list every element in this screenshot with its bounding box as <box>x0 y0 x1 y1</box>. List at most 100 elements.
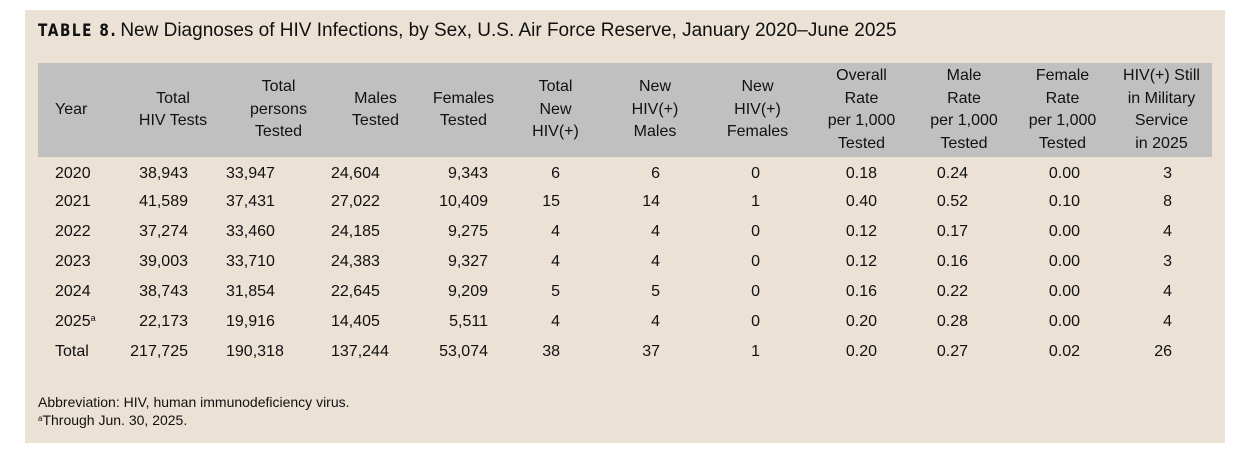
table-cell: 8 <box>1163 193 1172 210</box>
column-header-line: Year <box>55 100 88 118</box>
table-cell: 0.00 <box>1048 283 1080 300</box>
hiv-diagnoses-table: Year Total HIV Tests Total persons Tested Male… <box>38 63 1212 367</box>
table-cell: 1 <box>751 343 760 360</box>
table-cell: 0.17 <box>936 223 968 240</box>
table-cell: 0.12 <box>845 223 877 240</box>
table-cell: 22,645 <box>331 283 380 300</box>
table-cell: 1 <box>751 193 760 210</box>
column-header: Year <box>38 63 120 157</box>
column-header-line: Total <box>538 78 573 96</box>
table-cell: 0.24 <box>936 165 968 182</box>
table-cell: 24,383 <box>331 253 380 270</box>
table-cell: 4 <box>1163 223 1172 240</box>
column-header-line: Tested <box>351 112 400 129</box>
table-cell: 19,916 <box>226 313 275 330</box>
footnote-a: aThrough Jun. 30, 2025. <box>38 412 187 428</box>
year-text: 2022 <box>55 223 91 240</box>
column-header-line: Total <box>261 78 296 96</box>
column-header-line: Rate <box>1045 89 1080 107</box>
table-cell: 33,947 <box>226 165 275 182</box>
table-cell: 4 <box>1163 283 1172 300</box>
column-header-line: Males <box>633 123 677 141</box>
footnote-text: Through Jun. 30, 2025. <box>42 412 188 428</box>
column-header-line: Overall <box>836 67 887 84</box>
column-header-line: per 1,000 <box>1028 112 1097 129</box>
table-cell: 4 <box>651 223 660 240</box>
table-title-text: New Diagnoses of HIV Infections, by Sex,… <box>120 20 897 41</box>
year-text: 2021 <box>55 193 91 210</box>
table-cell: 5 <box>651 283 660 300</box>
table-cell: 0.00 <box>1048 313 1080 330</box>
column-header-line: New <box>741 78 774 96</box>
table-cell: 26 <box>1154 343 1172 360</box>
table-cell: 27,022 <box>331 193 380 210</box>
column-header-line: Tested <box>837 134 886 152</box>
header-row: Year Total HIV Tests Total persons Tested Male… <box>38 63 1212 157</box>
column-header: Males Tested <box>331 63 420 157</box>
column-header-line: per 1,000 <box>930 112 998 129</box>
table-cell: 217,725 <box>130 343 188 360</box>
table-cell: 15 <box>542 193 560 210</box>
table-title: TABLE 8. New Diagnoses of HIV Infections… <box>38 20 897 42</box>
year-text: Total <box>55 343 89 360</box>
table-cell: 53,074 <box>439 343 488 360</box>
table-cell: 0.00 <box>1048 165 1080 182</box>
table-cell: 137,244 <box>331 343 389 360</box>
table-cell: 0 <box>751 253 760 270</box>
year-text: 2023 <box>55 253 91 270</box>
table-row: Total 217,725 190,318 137,244 53,074 38 37 1 0.2… <box>38 337 1212 367</box>
column-header-line: HIV(+) <box>532 123 579 141</box>
column-header-line: Service <box>1134 112 1189 129</box>
table-label: TABLE 8. <box>38 21 118 41</box>
table-cell: 14 <box>642 193 660 210</box>
column-header-line: Male <box>946 67 982 84</box>
table-cell: 4 <box>551 313 560 330</box>
column-header-line: HIV(+) <box>734 100 781 118</box>
table-row: 2021 41,589 37,431 27,022 10,409 15 14 1 0.40 0.5… <box>38 187 1212 217</box>
table-cell: 0 <box>751 313 760 330</box>
year-cell: 2020 <box>38 157 120 187</box>
year-text: 2025 <box>55 313 91 330</box>
column-header-line: Females <box>726 123 789 141</box>
table-cell: 4 <box>551 223 560 240</box>
table-cell: 0.18 <box>845 165 877 182</box>
table-cell: 4 <box>1163 313 1172 330</box>
column-header-line: per 1,000 <box>827 112 896 129</box>
year-cell: 2024 <box>38 277 120 307</box>
table-cell: 37 <box>642 343 660 360</box>
table-cell: 5,511 <box>449 313 488 330</box>
table-cell: 190,318 <box>226 343 284 360</box>
table-cell: 0 <box>751 223 760 240</box>
year-text: 2024 <box>55 283 91 300</box>
table-cell: 0.40 <box>845 193 877 210</box>
table-cell: 38,743 <box>139 283 188 300</box>
table-row: 2023 39,003 33,710 24,383 9,327 4 4 0 0.12 0.16 0.… <box>38 247 1212 277</box>
column-header: Overall Rate per 1,000 Tested <box>809 63 914 157</box>
table-cell: 37,274 <box>139 223 188 240</box>
column-header-line: Rate <box>844 89 879 107</box>
table-row: 2025a 22,173 19,916 14,405 5,511 4 4 0 0.20 0.28 0… <box>38 307 1212 337</box>
column-header-line: Females <box>432 89 495 107</box>
table-cell: 4 <box>651 313 660 330</box>
table-cell: 5 <box>551 283 560 300</box>
column-header: Total persons Tested <box>226 63 331 157</box>
column-header-line: Males <box>354 89 397 107</box>
table-cell: 24,604 <box>331 165 380 182</box>
year-cell: 2022 <box>38 217 120 247</box>
column-header: Total HIV Tests <box>120 63 226 157</box>
table-cell: 10,409 <box>439 193 488 210</box>
table-cell: 33,710 <box>226 253 275 270</box>
table-cell: 0.16 <box>936 253 968 270</box>
column-header-line: Total <box>156 89 190 107</box>
column-header-line: HIV(+) <box>631 100 679 118</box>
column-header: New HIV(+) Males <box>604 63 706 157</box>
table-cell: 9,343 <box>447 165 488 182</box>
table-cell: 41,589 <box>139 193 188 210</box>
table-cell: 37,431 <box>226 193 275 210</box>
table-cell: 6 <box>551 165 560 182</box>
year-cell: Total <box>38 337 120 367</box>
table-cell: 22,173 <box>139 313 188 330</box>
table-cell: 38 <box>542 343 560 360</box>
year-text: 2020 <box>55 165 91 182</box>
column-header-line: HIV Tests <box>138 112 208 129</box>
